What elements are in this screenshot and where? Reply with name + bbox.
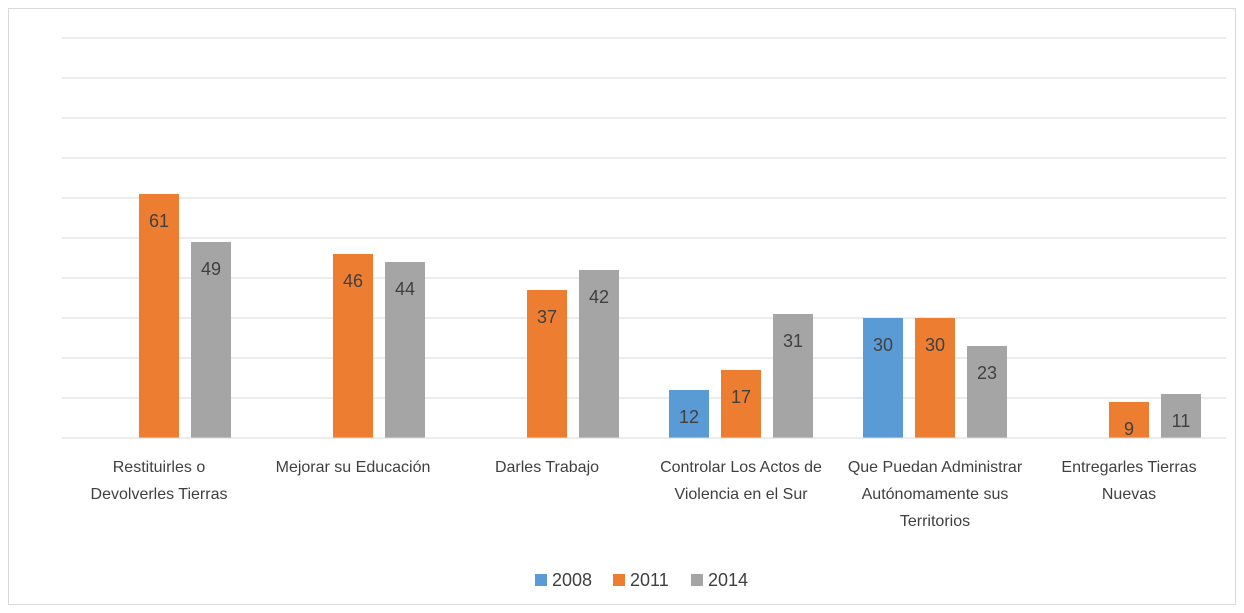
- data-label: 37: [537, 307, 557, 327]
- data-label: 49: [201, 259, 221, 279]
- bar: [385, 262, 425, 438]
- legend-label: 2014: [708, 570, 748, 590]
- bar: [915, 318, 955, 438]
- data-label: 31: [783, 331, 803, 351]
- bar: [1161, 394, 1201, 438]
- x-tick-label: Que Puedan Administrar Autónomamente sus…: [847, 459, 1023, 530]
- data-label: 23: [977, 363, 997, 383]
- bar: [863, 318, 903, 438]
- bar: [1109, 402, 1149, 438]
- bar: [967, 346, 1007, 438]
- data-label: 12: [679, 407, 699, 427]
- legend-label: 2011: [630, 570, 669, 590]
- bar: [773, 314, 813, 438]
- bar: [333, 254, 373, 438]
- data-label: 11: [1172, 411, 1191, 431]
- bar: [191, 242, 231, 438]
- data-label: 44: [395, 279, 415, 299]
- x-tick-label: Darles Trabajo: [494, 459, 600, 476]
- data-label: 17: [731, 387, 751, 407]
- bar: [721, 370, 761, 438]
- legend-label: 2008: [552, 570, 592, 590]
- data-label: 61: [149, 211, 169, 231]
- data-label: 30: [873, 335, 893, 355]
- bar: [669, 390, 709, 438]
- legend-swatch: [613, 574, 625, 586]
- data-label: 46: [343, 271, 363, 291]
- x-tick-label: Entregarles Tierras Nuevas: [1061, 459, 1197, 503]
- legend-swatch: [535, 574, 547, 586]
- data-label: 9: [1124, 419, 1134, 439]
- data-label: 30: [925, 335, 945, 355]
- chart-border: [8, 8, 1236, 605]
- x-tick-label: Mejorar su Educación: [275, 459, 431, 476]
- bar: [139, 194, 179, 438]
- legend-swatch: [691, 574, 703, 586]
- data-label: 42: [589, 287, 609, 307]
- x-tick-label: Controlar Los Actos de Violencia en el S…: [660, 459, 822, 503]
- bar: [527, 290, 567, 438]
- x-tick-label: Restituirles o Devolverles Tierras: [90, 459, 228, 503]
- bar: [579, 270, 619, 438]
